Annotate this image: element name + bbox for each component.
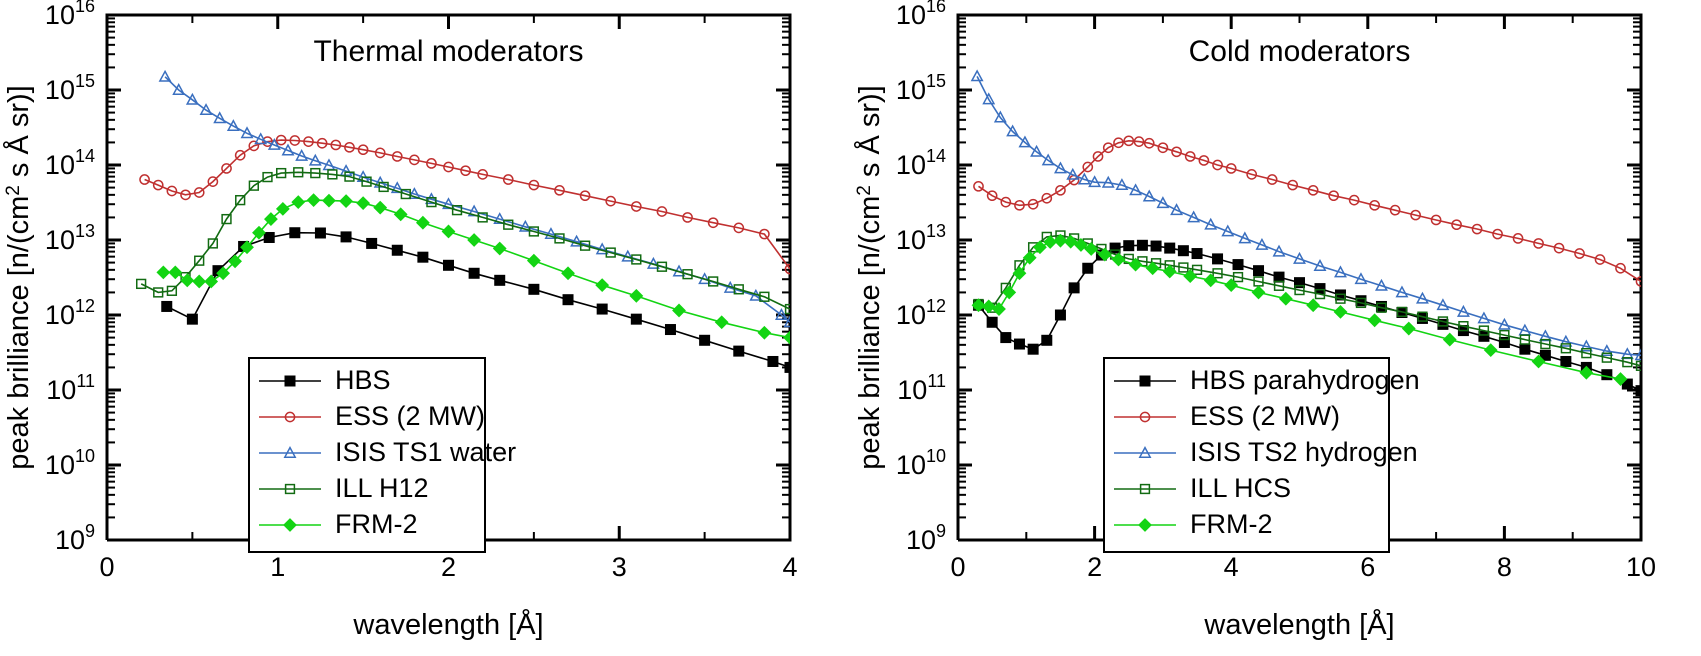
- panel-title: Cold moderators: [1189, 35, 1411, 68]
- x-axis-title: wavelength [Å]: [1203, 608, 1394, 641]
- y-tick-label: 109: [906, 521, 946, 555]
- legend-item[interactable]: FRM-2: [1114, 509, 1273, 539]
- y-tick-label: 1015: [896, 71, 946, 105]
- x-tick-label: 0: [950, 552, 965, 582]
- plot-area-cold: 109 1010 1011 1012 1013 1014 1015 1016 0 2 4 6 8 10 Co…: [853, 0, 1656, 641]
- x-tick-label: 0: [99, 552, 114, 582]
- chart-panel-cold: 109 1010 1011 1012 1013 1014 1015 1016 0 2 4 6 8 10 Co…: [851, 0, 1701, 656]
- series-isis-ts2-hydrogen: [970, 69, 1641, 361]
- legend-item-label: ESS (2 MW): [335, 401, 485, 431]
- x-tick-label: 3: [612, 552, 627, 582]
- y-axis-title: peak brilliance [n/(cm2 s Å sr)]: [2, 85, 35, 469]
- series-layer: [970, 69, 1641, 397]
- series-frm-2: [971, 233, 1628, 386]
- legend-item[interactable]: ISIS TS1 water: [259, 437, 516, 467]
- x-tick-label: 1: [270, 552, 285, 582]
- y-tick-label: 1012: [45, 296, 95, 330]
- chart-panel-thermal: 109 1010 1011 1012 1013 1014 1015 1016 0 1 2 3 4 Ther…: [0, 0, 850, 656]
- series-ess-2-mw-: [973, 135, 1641, 287]
- series-hbs: [161, 227, 790, 373]
- legend-item[interactable]: HBS parahydrogen: [1114, 365, 1420, 395]
- panel-title: Thermal moderators: [313, 35, 583, 68]
- legend: HBS ESS (2 MW) ISIS TS1 water ILL H12 FRM-2: [248, 357, 516, 553]
- legend-item[interactable]: HBS: [259, 365, 391, 395]
- series-ill-h12: [136, 167, 790, 315]
- x-tick-label: 4: [782, 552, 797, 582]
- y-tick-label: 1010: [896, 446, 946, 480]
- y-tick-label: 1014: [896, 146, 946, 180]
- legend-item[interactable]: FRM-2: [259, 509, 418, 539]
- legend-item-label: HBS parahydrogen: [1190, 365, 1420, 395]
- legend-item[interactable]: ILL H12: [259, 473, 429, 503]
- x-tick-label: 10: [1626, 552, 1656, 582]
- series-frm-2: [156, 193, 790, 345]
- x-tick-label: 6: [1360, 552, 1375, 582]
- x-tick-label: 8: [1497, 552, 1512, 582]
- legend: HBS parahydrogen ESS (2 MW) ISIS TS2 hydro…: [1103, 357, 1420, 553]
- series-isis-ts1-water: [158, 69, 790, 328]
- y-tick-label: 1016: [45, 0, 95, 30]
- y-tick-label: 1011: [46, 371, 95, 405]
- y-tick-label: 1011: [897, 371, 946, 405]
- legend-item-label: ILL H12: [335, 473, 429, 503]
- series-layer: [136, 69, 790, 373]
- legend-item[interactable]: ESS (2 MW): [1114, 401, 1340, 431]
- legend-item-label: FRM-2: [1190, 509, 1273, 539]
- series-ill-hcs: [973, 230, 1641, 371]
- x-tick-label: 2: [441, 552, 456, 582]
- plot-area-thermal: 109 1010 1011 1012 1013 1014 1015 1016 0 1 2 3 4 Ther…: [2, 0, 798, 641]
- legend-item-label: HBS: [335, 365, 391, 395]
- y-tick-label: 1012: [896, 296, 946, 330]
- x-axis-title: wavelength [Å]: [352, 608, 543, 641]
- y-tick-label: 1014: [45, 146, 95, 180]
- y-tick-label: 1016: [896, 0, 946, 30]
- legend-item-label: ILL HCS: [1190, 473, 1291, 503]
- series-ess-2-mw-: [139, 134, 790, 275]
- legend-item[interactable]: ISIS TS2 hydrogen: [1114, 437, 1418, 467]
- legend-item-label: ISIS TS1 water: [335, 437, 516, 467]
- y-axis-title: peak brilliance [n/(cm2 s Å sr)]: [853, 85, 886, 469]
- legend-item-label: ESS (2 MW): [1190, 401, 1340, 431]
- legend-item-label: ISIS TS2 hydrogen: [1190, 437, 1418, 467]
- y-tick-label: 1013: [45, 221, 95, 255]
- x-tick-label: 2: [1087, 552, 1102, 582]
- x-tick-label: 4: [1224, 552, 1239, 582]
- legend-item-label: FRM-2: [335, 509, 418, 539]
- legend-item[interactable]: ESS (2 MW): [259, 401, 485, 431]
- y-tick-label: 1013: [896, 221, 946, 255]
- y-tick-label: 109: [55, 521, 95, 555]
- y-tick-label: 1010: [45, 446, 95, 480]
- legend-item[interactable]: ILL HCS: [1114, 473, 1291, 503]
- y-tick-label: 1015: [45, 71, 95, 105]
